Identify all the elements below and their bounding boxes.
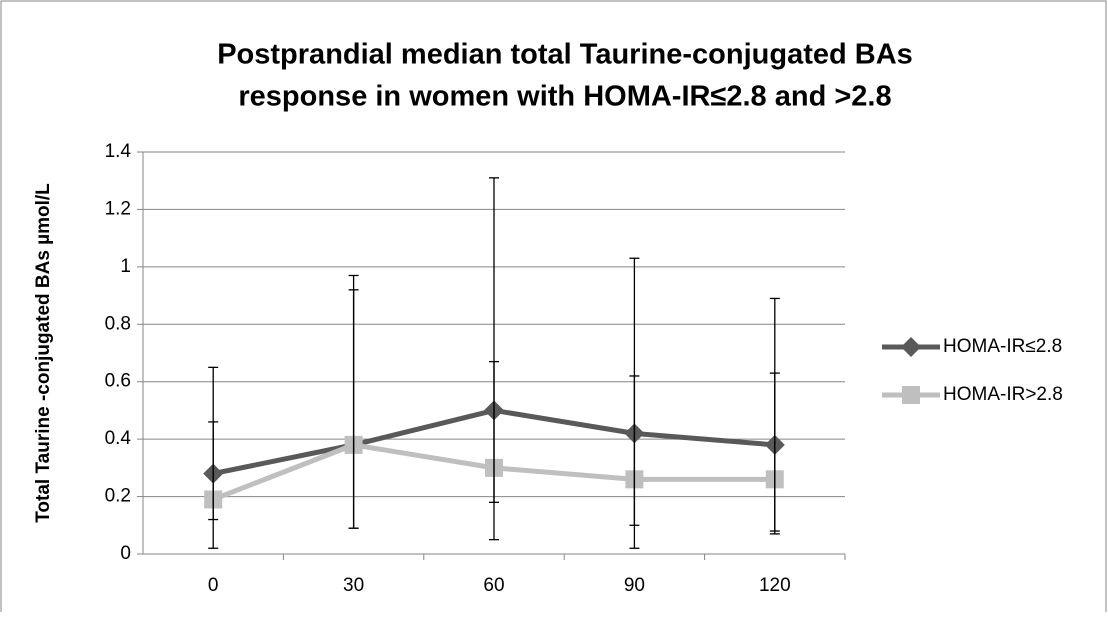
y-tick-label: 0.2 bbox=[105, 486, 131, 507]
y-tick-label: 1 bbox=[120, 256, 131, 277]
legend-label: HOMA-IR>2.8 bbox=[943, 384, 1063, 405]
y-tick-label: 0 bbox=[120, 543, 131, 564]
x-tick-label: 90 bbox=[624, 575, 645, 596]
x-tick-label: 0 bbox=[208, 575, 219, 596]
legend-marker bbox=[901, 337, 921, 357]
chart-title: Postprandial median total Taurine-conjug… bbox=[217, 39, 913, 71]
y-axis-label: Total Taurine -conjugated BAs µmol/L bbox=[33, 183, 54, 523]
x-tick-label: 120 bbox=[759, 575, 791, 596]
x-tick-label: 60 bbox=[483, 575, 504, 596]
legend-label: HOMA-IR≤2.8 bbox=[943, 336, 1062, 357]
legend-marker bbox=[902, 386, 920, 404]
y-tick-label: 0.8 bbox=[105, 313, 131, 334]
y-tick-label: 0.4 bbox=[105, 428, 132, 449]
chart-title: response in women with HOMA-IR≤2.8 and >… bbox=[238, 81, 891, 113]
x-tick-label: 30 bbox=[343, 575, 364, 596]
y-tick-label: 0.6 bbox=[105, 371, 131, 392]
y-tick-label: 1.4 bbox=[105, 141, 132, 162]
y-tick-label: 1.2 bbox=[105, 198, 131, 219]
